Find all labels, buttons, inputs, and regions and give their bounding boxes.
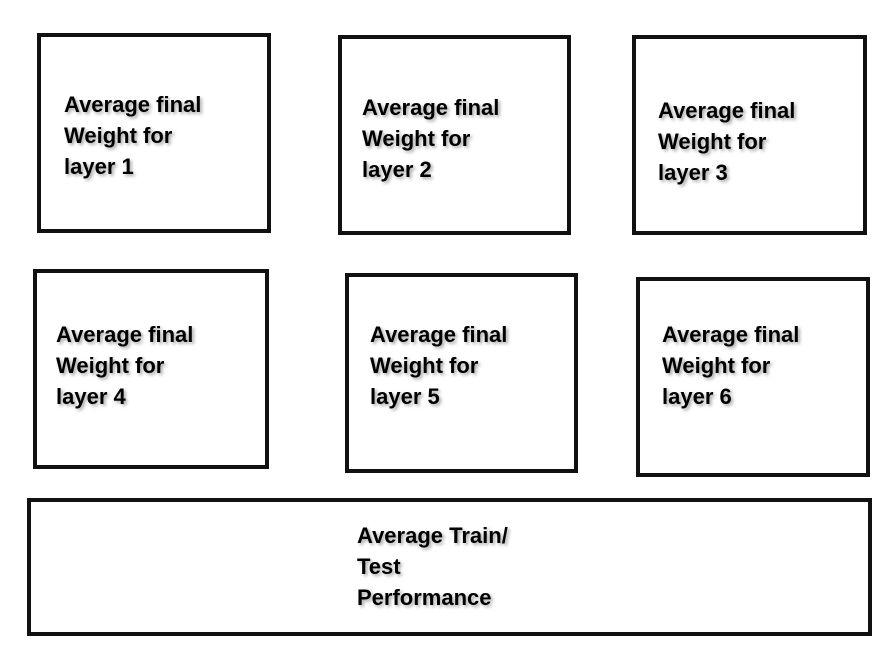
label-line: Weight for [370, 353, 479, 378]
panel-box [636, 277, 870, 477]
panel-box [632, 35, 867, 235]
label-line: Weight for [658, 129, 767, 154]
panel-box [33, 269, 269, 469]
label-line: layer 2 [362, 157, 432, 182]
panel-label: Average final Weight for layer 1 [64, 89, 201, 182]
panel-label: Average final Weight for layer 4 [56, 319, 193, 412]
label-line: Average final [362, 95, 500, 120]
label-line: Weight for [56, 353, 165, 378]
label-line: Average final [56, 322, 194, 347]
label-line: layer 1 [64, 154, 134, 179]
label-line: Average final [370, 322, 508, 347]
panel-label: Average final Weight for layer 3 [658, 95, 795, 188]
panel-box [345, 273, 578, 473]
panel-label: Average final Weight for layer 5 [370, 319, 507, 412]
label-line: Weight for [362, 126, 471, 151]
label-line: Weight for [64, 123, 173, 148]
label-line: Average Train/ [357, 523, 508, 548]
label-line: Average final [662, 322, 800, 347]
label-line: Weight for [662, 353, 771, 378]
label-line: Average final [658, 98, 796, 123]
panel-box [338, 35, 571, 235]
panel-label: Average Train/Test Performance [357, 520, 508, 613]
label-line: layer 6 [662, 384, 732, 409]
panel-box [37, 33, 271, 233]
label-line: layer 4 [56, 384, 126, 409]
label-line: Test [357, 554, 401, 579]
panel-box [27, 498, 872, 636]
label-line: Performance [357, 585, 492, 610]
panel-label: Average final Weight for layer 6 [662, 319, 799, 412]
label-line: layer 5 [370, 384, 440, 409]
panel-label: Average final Weight for layer 2 [362, 92, 499, 185]
label-line: Average final [64, 92, 202, 117]
label-line: layer 3 [658, 160, 728, 185]
